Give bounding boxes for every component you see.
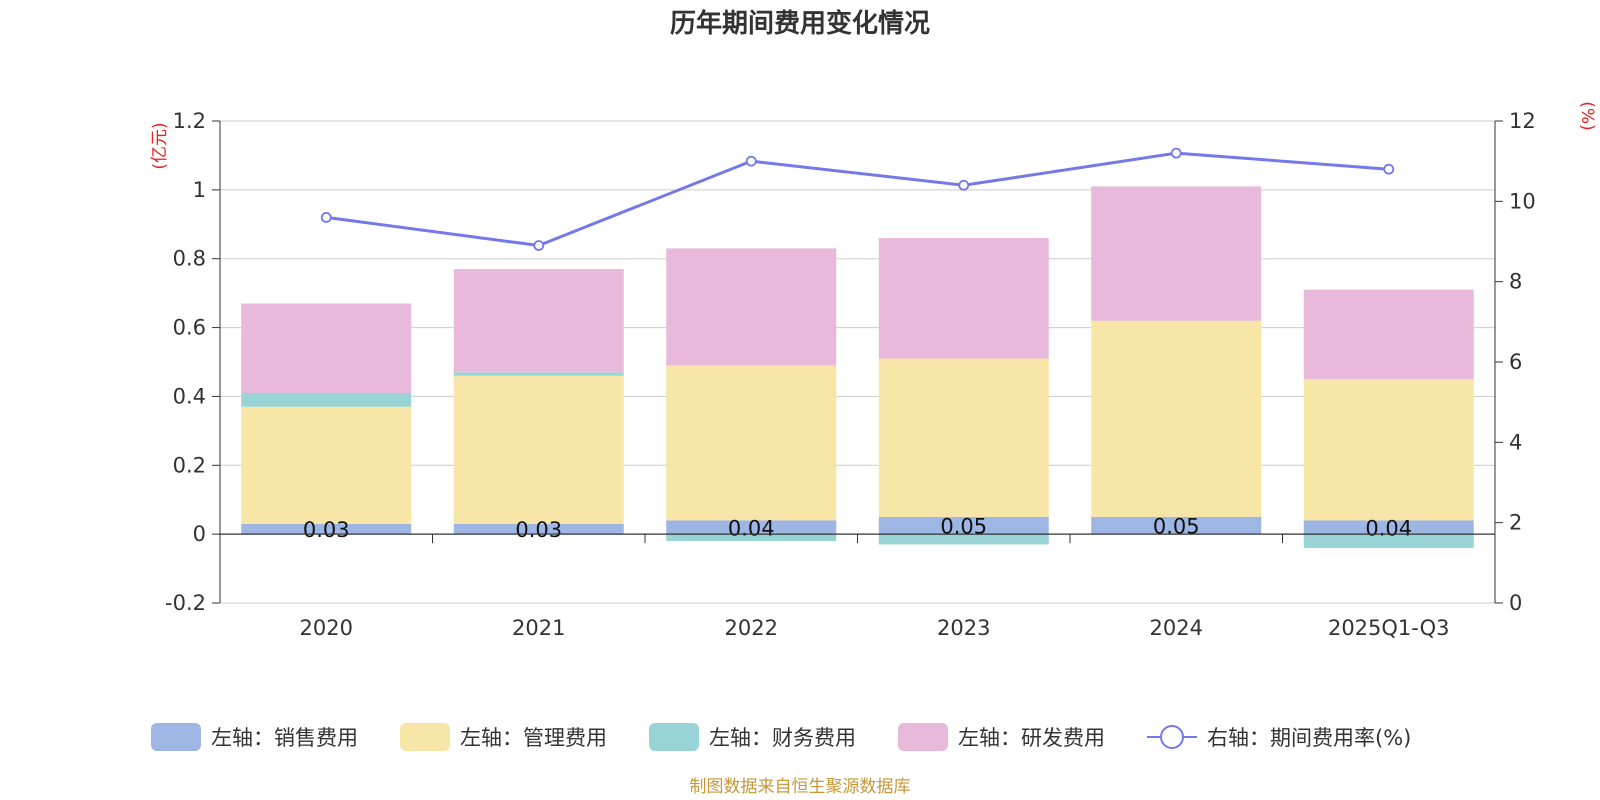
legend-label: 右轴：期间费用率(%) xyxy=(1207,726,1411,750)
right-tick-label: 12 xyxy=(1509,109,1536,133)
data-label-sales: 0.04 xyxy=(728,516,775,540)
bar-0-0 xyxy=(241,523,412,535)
bar-2-3 xyxy=(878,534,1049,545)
bar-1-1 xyxy=(453,375,624,524)
rate-line-point xyxy=(533,240,545,251)
axes: -0.2 0 0.2 0.4 0.6 0.8 1 1.2 0 2 4 6 8 10 12 2020 2021 20… xyxy=(165,109,1536,640)
legend-swatch-icon xyxy=(649,723,699,751)
bars xyxy=(241,186,1474,548)
left-tick-label: 1 xyxy=(193,178,206,202)
legend-circle-icon xyxy=(1160,725,1184,749)
rate-line-point xyxy=(958,179,970,191)
rate-line-point xyxy=(745,155,757,167)
source-note: 制图数据来自恒生聚源数据库 xyxy=(690,777,911,797)
bar-0-4 xyxy=(1091,516,1262,535)
right-tick-label: 2 xyxy=(1509,511,1522,535)
left-tick-label: 0.8 xyxy=(173,247,206,271)
rate-line-point xyxy=(1170,147,1182,159)
legend-label: 左轴：管理费用 xyxy=(460,726,607,750)
legend-label: 左轴：财务费用 xyxy=(709,726,856,750)
x-tick-label: 2022 xyxy=(725,616,778,640)
left-tick-label: 1.2 xyxy=(173,109,206,133)
data-label-sales: 0.05 xyxy=(940,515,987,539)
bar-2-1 xyxy=(453,372,624,376)
left-tick-label: 0.2 xyxy=(173,453,206,477)
bar-3-5 xyxy=(1303,289,1474,380)
data-label-sales: 0.05 xyxy=(1153,515,1200,539)
right-tick-label: 10 xyxy=(1509,189,1536,213)
legend: 左轴：销售费用 左轴：管理费用 左轴：财务费用 左轴：研发费用 右轴：期间费用率(%) xyxy=(151,723,1411,751)
left-tick-label: -0.2 xyxy=(165,591,206,615)
bar-3-2 xyxy=(666,248,837,366)
bar-3-3 xyxy=(878,238,1049,359)
x-tick-label: 2020 xyxy=(300,616,353,640)
bar-1-4 xyxy=(1091,320,1262,517)
bar-1-5 xyxy=(1303,379,1474,521)
bar-1-0 xyxy=(241,406,412,524)
right-axis-unit: (%) xyxy=(1577,101,1597,130)
data-label-sales: 0.03 xyxy=(303,518,350,542)
rate-line-path xyxy=(326,151,1389,248)
data-label-sales: 0.03 xyxy=(515,518,562,542)
bar-1-3 xyxy=(878,358,1049,517)
right-tick-label: 0 xyxy=(1509,591,1522,615)
left-tick-label: 0 xyxy=(193,522,206,546)
left-axis-unit: (亿元) xyxy=(150,122,170,169)
bar-0-1 xyxy=(453,523,624,535)
bar-2-2 xyxy=(666,534,837,542)
rate-line-point xyxy=(320,211,332,223)
bar-1-2 xyxy=(666,365,837,521)
data-label-sales: 0.04 xyxy=(1365,516,1412,540)
x-tick-label: 2024 xyxy=(1150,616,1203,640)
rate-line xyxy=(320,147,1395,251)
legend-swatch-icon xyxy=(400,723,450,751)
right-tick-label: 4 xyxy=(1509,430,1522,454)
bar-0-3 xyxy=(878,516,1049,535)
bar-3-1 xyxy=(453,269,624,373)
right-tick-label: 8 xyxy=(1509,270,1522,294)
bar-3-0 xyxy=(241,303,412,393)
bar-2-0 xyxy=(241,392,412,407)
left-tick-label: 0.4 xyxy=(173,384,206,408)
grid xyxy=(220,120,1495,604)
x-tick-label: 2023 xyxy=(937,616,990,640)
rate-line-point xyxy=(1383,163,1395,175)
legend-label: 左轴：销售费用 xyxy=(211,726,358,750)
chart-title: 历年期间费用变化情况 xyxy=(670,8,930,39)
right-tick-label: 6 xyxy=(1509,350,1522,374)
left-tick-label: 0.6 xyxy=(173,316,206,340)
bar-2-5 xyxy=(1303,534,1474,548)
x-tick-label: 2025Q1-Q3 xyxy=(1328,616,1450,640)
legend-swatch-icon xyxy=(151,723,201,751)
x-tick-label: 2021 xyxy=(512,616,565,640)
bar-3-4 xyxy=(1091,186,1262,321)
bar-0-5 xyxy=(1303,520,1474,535)
legend-swatch-icon xyxy=(898,723,948,751)
bar-0-2 xyxy=(666,520,837,535)
legend-label: 左轴：研发费用 xyxy=(958,726,1105,750)
